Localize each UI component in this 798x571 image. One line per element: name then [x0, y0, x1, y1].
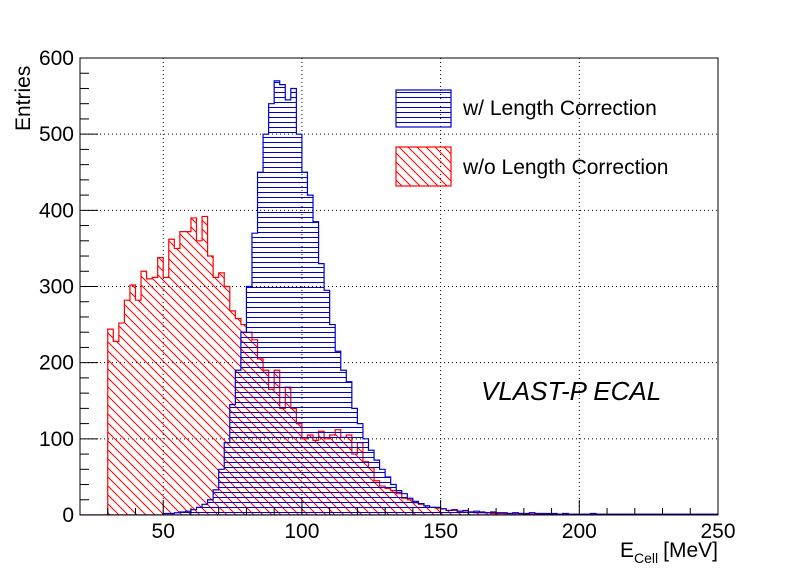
axis-ticks	[79, 57, 719, 516]
y-tick-label: 400	[39, 199, 74, 222]
x-tick-label: 200	[562, 520, 597, 543]
y-tick-label: 0	[62, 504, 74, 527]
legend-entry-with-correction: w/ Length Correction	[395, 89, 657, 128]
legend-entry-without-correction: w/o Length Correction	[395, 146, 668, 187]
legend-swatch-with-correction	[395, 89, 452, 128]
y-axis-title: Entries	[12, 66, 35, 131]
y-tick-label: 200	[39, 352, 74, 375]
x-tick-label: 50	[152, 520, 175, 543]
series-group	[80, 80, 718, 515]
legend-swatch-without-correction	[395, 146, 452, 187]
x-axis-title-main: E	[620, 539, 634, 562]
x-tick-label: 250	[700, 520, 735, 543]
tick-labels: 50 100 150 200 250 0 100 200 300 400 500 600	[39, 47, 736, 543]
histogram-outline	[80, 80, 718, 515]
x-axis-title-sub: Cell	[634, 550, 658, 566]
x-axis-title-unit: [MeV]	[663, 539, 718, 562]
y-tick-label: 500	[39, 123, 74, 146]
x-axis-title: ECell [MeV]	[620, 539, 718, 566]
series-with-correction	[80, 80, 718, 515]
chart-annotation: VLAST-P ECAL	[481, 376, 661, 406]
legend-label-with-correction: w/ Length Correction	[462, 97, 657, 120]
legend-label-without-correction: w/o Length Correction	[462, 156, 668, 179]
x-tick-label: 150	[423, 520, 458, 543]
legend: w/ Length Correction w/o Length Correcti…	[395, 89, 668, 187]
y-tick-label: 600	[39, 47, 74, 70]
x-tick-label: 100	[284, 520, 319, 543]
y-tick-label: 100	[39, 428, 74, 451]
y-tick-label: 300	[39, 276, 74, 299]
